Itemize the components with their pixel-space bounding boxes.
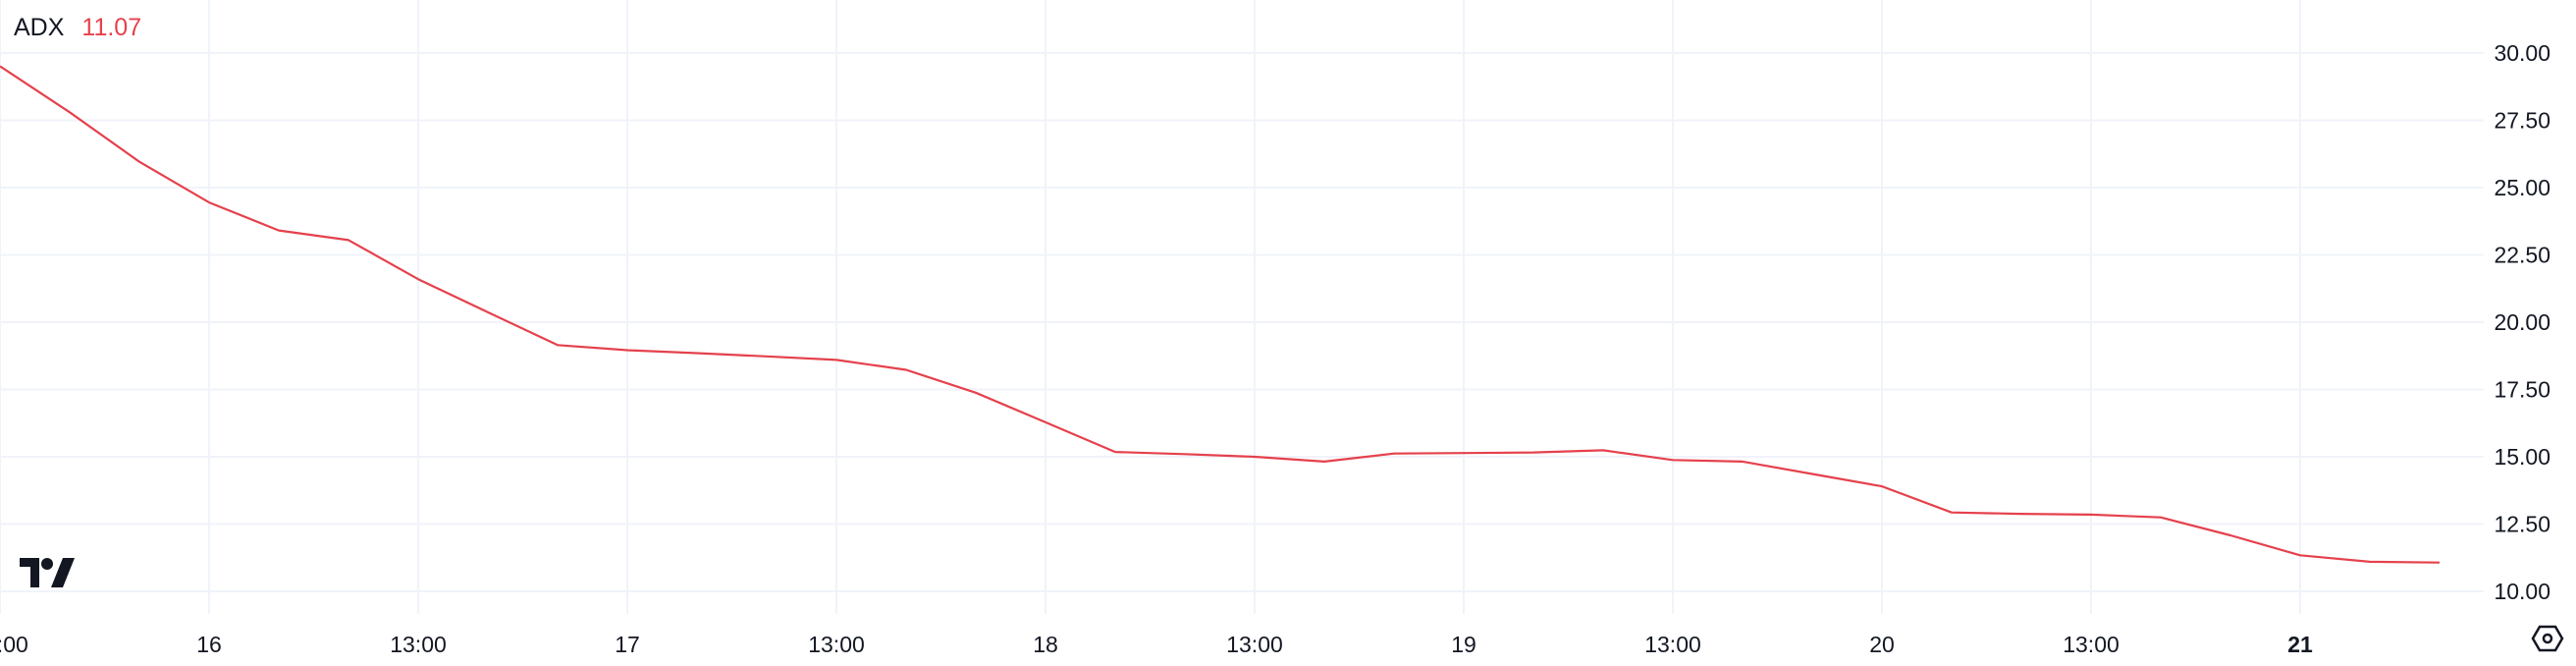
data-point	[347, 238, 350, 242]
y-tick-label: 17.50	[2494, 377, 2550, 403]
x-tick-label: 13:00	[2063, 632, 2120, 657]
data-point	[1531, 451, 1535, 455]
y-tick-label: 25.00	[2494, 175, 2550, 200]
indicator-value: 11.07	[81, 14, 142, 41]
data-point	[625, 348, 629, 352]
x-tick-label: 17	[615, 632, 640, 657]
x-tick-label: 18	[1033, 632, 1058, 657]
x-tick-label: 13:00	[390, 632, 447, 657]
data-point	[2159, 516, 2163, 520]
tradingview-logo-icon[interactable]	[20, 558, 80, 592]
data-point	[1601, 448, 1605, 452]
hexagon-settings-icon[interactable]	[2531, 625, 2564, 657]
data-point	[974, 391, 978, 395]
data-point	[1810, 472, 1814, 476]
data-point	[68, 110, 72, 114]
data-point	[2089, 513, 2093, 517]
data-point	[137, 160, 141, 164]
y-tick-label: 30.00	[2494, 40, 2550, 66]
data-point	[2228, 533, 2232, 537]
data-point	[556, 343, 560, 347]
data-point	[695, 352, 699, 356]
adx-line	[0, 65, 2441, 564]
data-point	[2298, 553, 2302, 557]
data-point	[1322, 460, 1326, 464]
x-tick-label: 21	[2287, 632, 2313, 657]
data-point	[834, 358, 838, 361]
y-tick-label: 12.50	[2494, 512, 2550, 537]
data-point	[1741, 460, 1744, 464]
data-point	[765, 355, 769, 359]
indicator-legend[interactable]: ADX 11.07	[14, 14, 141, 42]
data-point	[1044, 420, 1047, 424]
data-point	[416, 277, 420, 281]
indicator-name: ADX	[14, 14, 65, 41]
data-point	[1253, 455, 1257, 459]
x-axis[interactable]: 13:00 16 13:00 17 13:00 18 13:00 19 13:00 20 13:00…	[0, 632, 2313, 657]
grid-lines	[0, 0, 2484, 614]
data-point	[2368, 560, 2372, 564]
data-point	[2019, 512, 2023, 516]
data-point	[277, 229, 281, 233]
x-tick-label: 13:00	[808, 632, 865, 657]
x-tick-label: 13:00	[0, 632, 28, 657]
data-point	[1671, 458, 1675, 462]
y-tick-label: 10.00	[2494, 579, 2550, 604]
data-point	[1880, 484, 1884, 488]
data-point	[207, 200, 211, 204]
x-tick-label: 19	[1451, 632, 1476, 657]
data-point	[1950, 511, 1954, 515]
y-tick-label: 15.00	[2494, 444, 2550, 470]
data-point	[2438, 561, 2442, 565]
x-tick-label: 13:00	[1644, 632, 1701, 657]
data-point	[904, 367, 908, 371]
data-point	[1113, 450, 1117, 454]
y-tick-label: 27.50	[2494, 108, 2550, 134]
series-layer	[0, 65, 2442, 565]
x-tick-label: 16	[196, 632, 222, 657]
data-point	[1462, 451, 1466, 455]
y-axis[interactable]: 30.00 27.50 25.00 22.50 20.00 17.50 15.00 12.50…	[2494, 40, 2550, 604]
x-tick-label: 20	[1869, 632, 1895, 657]
data-point	[1392, 452, 1396, 456]
y-tick-label: 20.00	[2494, 309, 2550, 335]
x-tick-label: 13:00	[1226, 632, 1283, 657]
y-tick-label: 22.50	[2494, 243, 2550, 268]
data-point	[1183, 452, 1187, 456]
data-point	[486, 310, 490, 314]
